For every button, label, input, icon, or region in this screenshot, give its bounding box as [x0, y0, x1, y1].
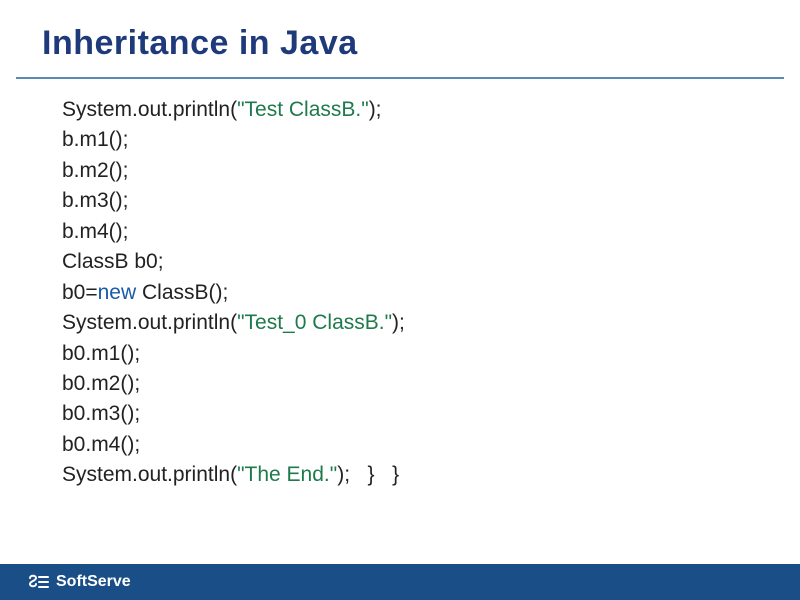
- brand-mark-icon: [28, 573, 50, 591]
- slide: Inheritance in Java System.out.println("…: [0, 0, 800, 600]
- code-token: System.out.println(: [62, 98, 237, 121]
- code-line: System.out.println("The End."); } }: [62, 460, 800, 490]
- code-line: b.m1();: [62, 125, 800, 155]
- code-token: "The End.": [237, 463, 337, 486]
- code-token: b0.m2();: [62, 372, 140, 395]
- code-token: b.m1();: [62, 128, 129, 151]
- page-title: Inheritance in Java: [0, 0, 800, 77]
- code-line: b0.m3();: [62, 399, 800, 429]
- code-block: System.out.println("Test ClassB.");b.m1(…: [0, 79, 800, 491]
- code-token: ClassB();: [136, 281, 228, 304]
- code-token: b.m4();: [62, 220, 129, 243]
- code-line: b0=new ClassB();: [62, 278, 800, 308]
- code-line: b.m4();: [62, 217, 800, 247]
- code-token: b0=: [62, 281, 98, 304]
- code-line: b.m3();: [62, 186, 800, 216]
- code-token: ); } }: [337, 463, 399, 486]
- code-line: b0.m2();: [62, 369, 800, 399]
- code-token: b0.m1();: [62, 342, 140, 365]
- code-line: b0.m1();: [62, 339, 800, 369]
- code-token: );: [369, 98, 382, 121]
- code-line: b.m2();: [62, 156, 800, 186]
- brand-logo: SoftServe: [28, 573, 131, 591]
- code-token: "Test_0 ClassB.": [237, 311, 392, 334]
- code-token: b0.m4();: [62, 433, 140, 456]
- footer-bar: SoftServe: [0, 564, 800, 600]
- code-token: b.m3();: [62, 189, 129, 212]
- code-line: ClassB b0;: [62, 247, 800, 277]
- code-line: b0.m4();: [62, 430, 800, 460]
- code-line: System.out.println("Test_0 ClassB.");: [62, 308, 800, 338]
- code-token: "Test ClassB.": [237, 98, 369, 121]
- code-token: b.m2();: [62, 159, 129, 182]
- code-token: System.out.println(: [62, 463, 237, 486]
- code-token: );: [392, 311, 405, 334]
- code-token: new: [98, 281, 137, 304]
- brand-name: SoftServe: [56, 573, 131, 591]
- code-token: System.out.println(: [62, 311, 237, 334]
- code-token: b0.m3();: [62, 402, 140, 425]
- code-token: ClassB b0;: [62, 250, 164, 273]
- code-line: System.out.println("Test ClassB.");: [62, 95, 800, 125]
